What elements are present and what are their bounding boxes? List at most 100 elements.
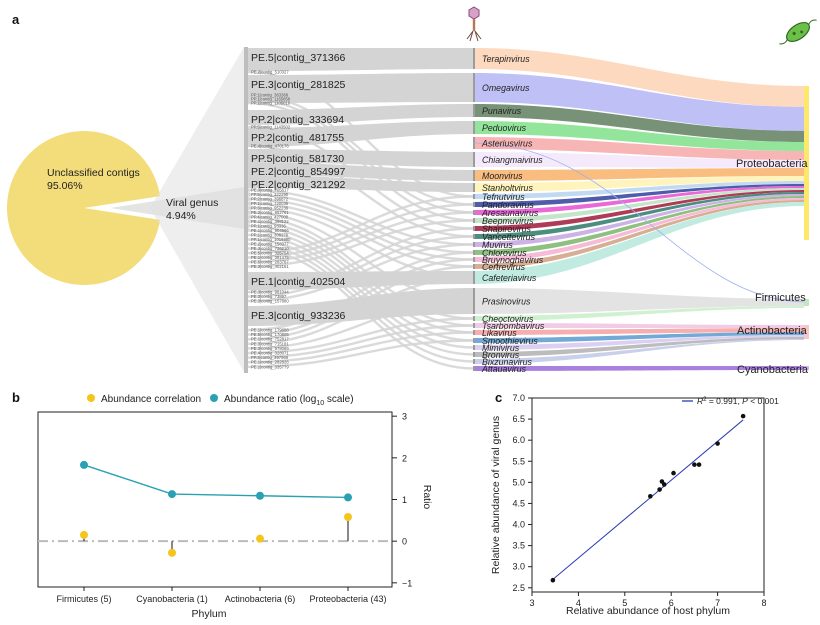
genus-node-prasinovirus bbox=[473, 288, 475, 314]
genus-labels: Terapinvirus Omegavirus Punavirus Peduoviru… bbox=[481, 54, 545, 374]
scatter-point-9 bbox=[740, 413, 746, 419]
panel-b-frame bbox=[37, 411, 393, 588]
genus-label-cafeteriavirus: Cafeteriavirus bbox=[482, 273, 537, 283]
genus-label-vancettevirus: Vancettevirus bbox=[482, 232, 536, 242]
contig-thin-band-20 bbox=[247, 195, 475, 255]
genus-label-smoothievirus: Smoothievirus bbox=[482, 336, 538, 346]
genus-crosslink bbox=[473, 142, 805, 303]
contig-thin-band-26 bbox=[247, 243, 475, 303]
genus-node-aresaunavirus bbox=[473, 210, 475, 215]
genus-label-likavirus: Likavirus bbox=[482, 328, 517, 338]
contig-small-label-24: PE.3|contig_981044 bbox=[251, 290, 289, 295]
scatter-point-5 bbox=[671, 470, 676, 476]
panel-b-ylabel: Ratio bbox=[421, 485, 433, 510]
genus-node-moonvirus bbox=[473, 170, 475, 181]
genus-node-punavirus bbox=[473, 104, 475, 117]
contig-thin-band-15 bbox=[247, 229, 475, 342]
contig-thin-band-21 bbox=[247, 203, 475, 259]
genus-band-moonvirus bbox=[474, 168, 804, 181]
ytick-label-0: 3 bbox=[402, 412, 407, 422]
c-ytick-label-7: 3.5 bbox=[512, 541, 525, 551]
genus-label-tsarbombavirus: Tsarbombavirus bbox=[482, 321, 545, 331]
contig-small-label-12: PP.4|contig_427000 bbox=[251, 215, 289, 220]
fit-line bbox=[552, 419, 744, 580]
genus-band-terapinvirus bbox=[474, 48, 804, 107]
contig-label-pe-2-contig-321292: PE.2|contig_321292 bbox=[251, 179, 346, 191]
panel-b-xlabel: Phylum bbox=[191, 608, 226, 620]
contig-small-label-1: PP.1|contig_363368 bbox=[251, 93, 289, 98]
c-xtick-label-5: 8 bbox=[761, 598, 766, 608]
genus-band-tefnutvirus bbox=[474, 181, 804, 199]
contig-thin-band-34 bbox=[247, 331, 475, 364]
genus-node-mimivirus bbox=[473, 345, 475, 350]
pie-unclassified-label: Unclassified contigs bbox=[47, 167, 140, 179]
contig-small-label-34: PE.1|contig_282826 bbox=[251, 360, 289, 365]
genus-node-chiangmaivirus bbox=[473, 152, 475, 167]
ytick-label-2: 1 bbox=[402, 495, 407, 505]
genus-label-cheoctovirus: Cheoctovirus bbox=[482, 314, 534, 324]
genus-label-chiangmaivirus: Chiangmaivirus bbox=[482, 155, 543, 165]
genus-node-chlorovirus bbox=[473, 250, 475, 255]
pie-slice-unclassified bbox=[7, 131, 161, 285]
contig-thin-band-32 bbox=[247, 317, 475, 355]
contig-label-pp-2-contig-333694: PP.2|contig_333694 bbox=[251, 114, 344, 126]
contig-label-pe-3-contig-281825: PE.3|contig_281825 bbox=[251, 79, 346, 91]
correlation-point-3 bbox=[344, 513, 352, 521]
panel-c-xlabel: Relative abundance of host phylum bbox=[566, 605, 730, 617]
contig-small-label-2: PP.1|contig_1165858 bbox=[251, 97, 291, 102]
panel-a-label: a bbox=[12, 12, 20, 27]
legend-dot-correlation bbox=[87, 394, 95, 402]
contig-thin-band-28 bbox=[247, 258, 475, 336]
genus-node-vancettevirus bbox=[473, 234, 475, 239]
scatter-point-6 bbox=[692, 462, 697, 467]
contig-small-label-33: PP.3|contig_397969 bbox=[251, 355, 289, 360]
panel-c-frame bbox=[531, 397, 765, 593]
ratio-point-1 bbox=[168, 490, 176, 499]
contig-label-pp-5-contig-581730: PP.5|contig_581730 bbox=[251, 153, 344, 165]
contig-band-0 bbox=[248, 48, 474, 71]
genus-node-muvirus bbox=[473, 242, 475, 247]
genus-band-asteriusvirus bbox=[474, 137, 804, 160]
contig-small-label-10: PP.3|contig_952236 bbox=[251, 206, 289, 211]
genus-band-cafeteriavirus bbox=[474, 202, 804, 284]
genus-label-tefnutvirus: Tefnutvirus bbox=[482, 192, 525, 202]
genus-node-omegavirus bbox=[473, 73, 475, 102]
contig-small-label-4: PP.5|contig_1143502 bbox=[251, 125, 291, 130]
legend-label-correlation: Abundance correlation bbox=[101, 394, 201, 405]
contig-small-label-21: PE.1|contig_391475 bbox=[251, 255, 289, 260]
genus-label-bixzunavirus: Bixzunavirus bbox=[482, 357, 532, 367]
genus-band-beepmuvirus bbox=[474, 188, 804, 223]
correlation-point-0 bbox=[80, 530, 88, 539]
contig-small-label-26: PE.3|contig_157880 bbox=[251, 299, 289, 304]
contig-thin-band-25 bbox=[247, 235, 475, 298]
contig-small-label-9: PP.1|contig_720036 bbox=[251, 201, 289, 206]
genus-node-bixzunavirus bbox=[473, 359, 475, 364]
phylum-label-proteobacteria: Proteobacteria bbox=[736, 158, 808, 170]
genus-band-likavirus bbox=[474, 328, 804, 335]
genus-label-shapirovirus: Shapirovirus bbox=[482, 224, 531, 234]
genus-label-mimivirus: Mimivirus bbox=[482, 343, 520, 353]
genus-label-chlorovirus: Chlorovirus bbox=[482, 248, 527, 258]
contig-thin-band-27 bbox=[247, 251, 475, 332]
contig-thin-band-33 bbox=[247, 324, 475, 359]
contig-small-label-3: PP.1|contig_1105016 bbox=[251, 101, 291, 106]
contig-small-label-23: PE.3|contig_402161 bbox=[251, 264, 289, 269]
panel-c-label: c bbox=[495, 390, 502, 405]
genus-label-pandoravirus: Pandoravirus bbox=[482, 200, 534, 210]
xtick-label-proteobacteria-43: Proteobacteria (43) bbox=[309, 594, 386, 604]
genus-label-bruynoghevirus: Bruynoghevirus bbox=[482, 255, 544, 265]
contig-column-bar bbox=[244, 47, 248, 373]
phage-icon bbox=[466, 6, 482, 42]
correlation-point-1 bbox=[168, 548, 176, 557]
genus-node-likavirus bbox=[473, 330, 475, 335]
genus-band-prasinovirus bbox=[474, 288, 804, 314]
contig-small-label-16: PP.1|contig_308276 bbox=[251, 233, 289, 238]
genus-label-certrevirus: Certrevirus bbox=[482, 262, 526, 272]
contig-thin-band-29 bbox=[247, 265, 475, 341]
c-ytick-label-3: 5.5 bbox=[512, 456, 525, 466]
genus-band-muvirus bbox=[474, 194, 804, 247]
contig-label-pp-2-contig-481755: PP.2|contig_481755 bbox=[251, 132, 344, 144]
genus-band-attauavirus bbox=[474, 366, 804, 371]
c-ytick-label-0: 7.0 bbox=[512, 393, 525, 403]
ratio-point-2 bbox=[256, 491, 264, 500]
